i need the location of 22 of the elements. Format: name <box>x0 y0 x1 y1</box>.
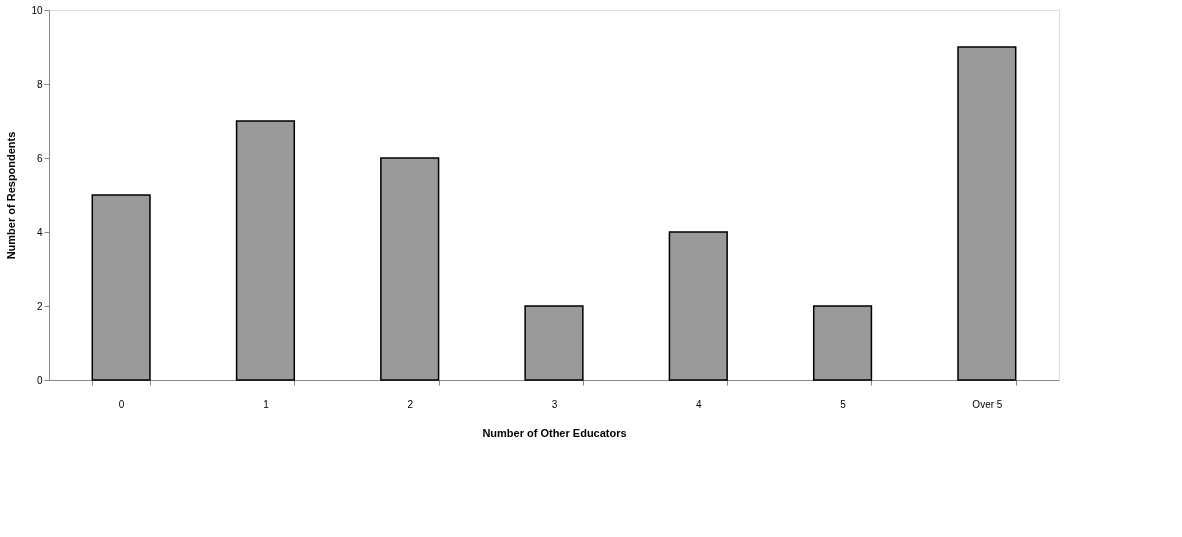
x-tick-label: 4 <box>696 398 702 410</box>
bar <box>668 231 728 381</box>
y-tick-label: 8 <box>36 78 43 90</box>
bar <box>91 194 151 381</box>
bar <box>957 46 1017 381</box>
bar <box>812 305 873 381</box>
bar <box>524 305 584 381</box>
x-tick-label: 3 <box>551 398 558 410</box>
y-axis-title: Number of Respondents <box>5 131 18 260</box>
x-tick-label: 0 <box>118 398 125 410</box>
y-tick-label: 6 <box>36 152 43 164</box>
x-tick-label: 2 <box>407 398 414 410</box>
x-axis-title: Number of Other Educators <box>482 426 627 439</box>
y-tick-label: 4 <box>36 226 43 238</box>
bar <box>235 120 296 381</box>
x-tick-label: 1 <box>263 398 270 410</box>
x-tick-label: Over 5 <box>972 398 1003 410</box>
y-tick-label: 0 <box>36 374 43 386</box>
y-tick-label: 2 <box>36 300 43 312</box>
x-tick-label: 5 <box>840 398 847 410</box>
y-tick-label: 10 <box>31 4 43 16</box>
bar <box>380 157 440 381</box>
